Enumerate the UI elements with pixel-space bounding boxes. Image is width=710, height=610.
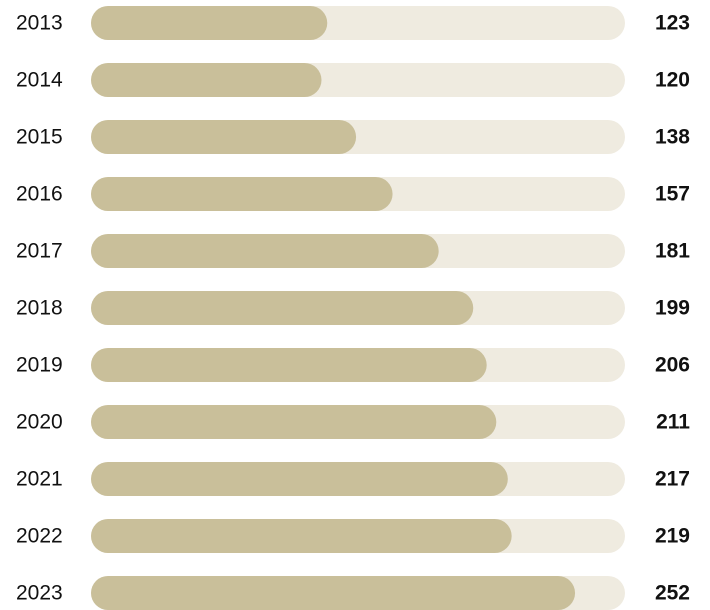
value-label: 157	[655, 183, 690, 206]
category-label: 2013	[16, 12, 63, 35]
value-label: 123	[655, 12, 690, 35]
value-label: 199	[655, 297, 690, 320]
value-label: 211	[656, 411, 690, 434]
value-label: 252	[655, 582, 690, 605]
category-label: 2019	[16, 354, 63, 377]
value-label: 138	[655, 126, 690, 149]
category-label: 2018	[16, 297, 63, 320]
bar	[91, 576, 576, 610]
bar	[91, 63, 322, 97]
value-label: 217	[655, 468, 690, 491]
bar	[91, 177, 393, 211]
category-label: 2020	[16, 411, 63, 434]
bar	[91, 462, 508, 496]
bar	[91, 120, 357, 154]
bar	[91, 405, 497, 439]
category-label: 2023	[16, 582, 63, 605]
bar	[91, 6, 328, 40]
category-label: 2017	[16, 240, 63, 263]
value-label: 120	[655, 69, 690, 92]
category-label: 2021	[16, 468, 63, 491]
category-label: 2022	[16, 525, 63, 548]
bar	[91, 234, 439, 268]
bar	[91, 519, 512, 553]
value-label: 219	[655, 525, 690, 548]
value-label: 206	[655, 354, 690, 377]
bar	[91, 291, 474, 325]
category-label: 2016	[16, 183, 63, 206]
bar	[91, 348, 487, 382]
category-label: 2014	[16, 69, 63, 92]
category-label: 2015	[16, 126, 63, 149]
value-label: 181	[655, 240, 690, 263]
